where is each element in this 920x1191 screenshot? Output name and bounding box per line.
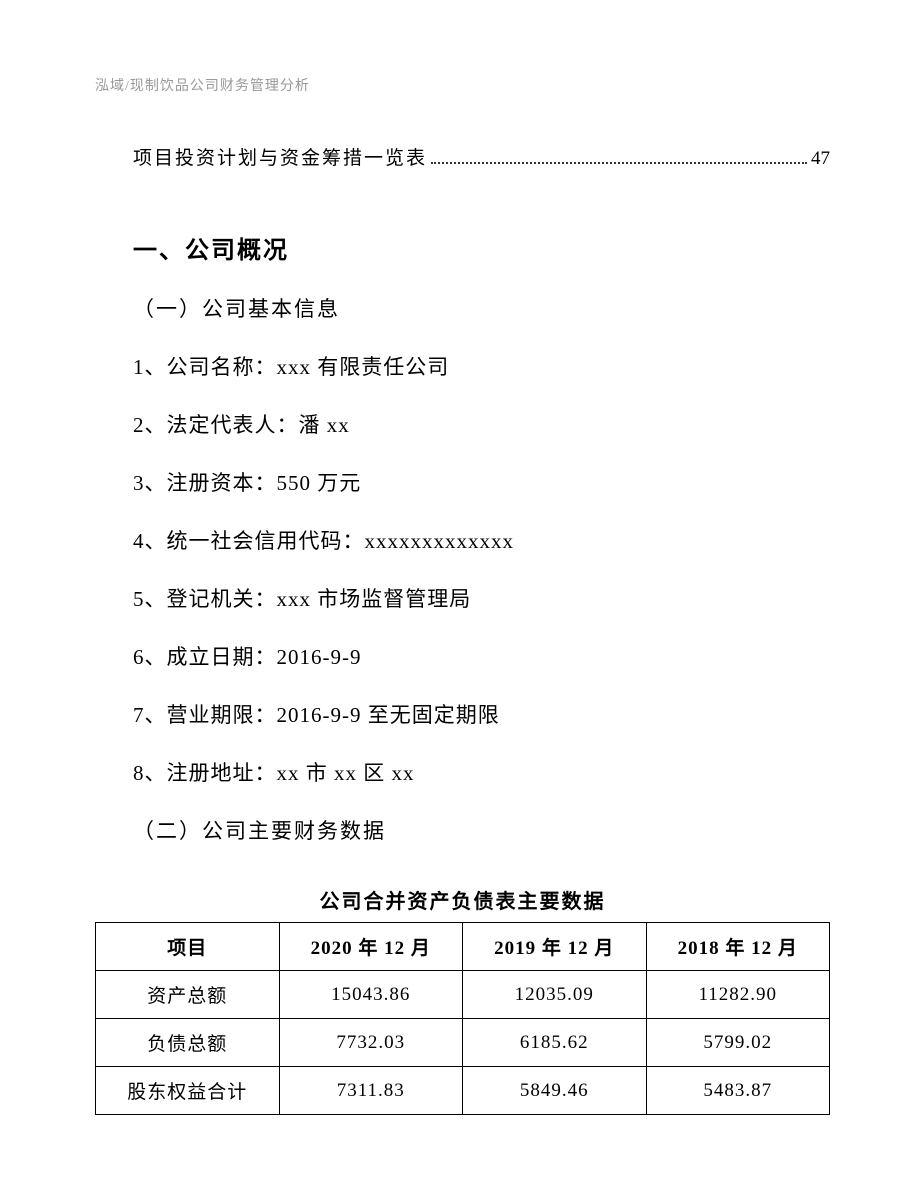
table-cell: 6185.62 [463, 1019, 647, 1067]
table-cell: 12035.09 [463, 971, 647, 1019]
toc-page-number: 47 [811, 148, 830, 170]
table-header-cell: 项目 [96, 923, 280, 971]
balance-sheet-table: 项目 2020 年 12 月 2019 年 12 月 2018 年 12 月 资… [95, 922, 830, 1115]
subsection-1: （一）公司基本信息 [95, 293, 830, 323]
info-line-7: 7、营业期限：2016-9-9 至无固定期限 [95, 699, 830, 729]
table-cell: 资产总额 [96, 971, 280, 1019]
table-cell: 11282.90 [646, 971, 830, 1019]
table-header-row: 项目 2020 年 12 月 2019 年 12 月 2018 年 12 月 [96, 923, 830, 971]
page-header: 泓域/现制饮品公司财务管理分析 [95, 75, 830, 95]
toc-dots [431, 162, 807, 164]
info-line-3: 3、注册资本：550 万元 [95, 467, 830, 497]
table-cell: 5849.46 [463, 1067, 647, 1115]
table-cell: 7732.03 [279, 1019, 463, 1067]
table-row: 负债总额 7732.03 6185.62 5799.02 [96, 1019, 830, 1067]
info-line-8: 8、注册地址：xx 市 xx 区 xx [95, 757, 830, 787]
table-header-cell: 2018 年 12 月 [646, 923, 830, 971]
table-title: 公司合并资产负债表主要数据 [95, 885, 830, 914]
section-heading: 一、公司概况 [95, 230, 830, 265]
table-cell: 15043.86 [279, 971, 463, 1019]
table-cell: 负债总额 [96, 1019, 280, 1067]
table-cell: 股东权益合计 [96, 1067, 280, 1115]
info-line-5: 5、登记机关：xxx 市场监督管理局 [95, 583, 830, 613]
table-row: 股东权益合计 7311.83 5849.46 5483.87 [96, 1067, 830, 1115]
table-header-cell: 2020 年 12 月 [279, 923, 463, 971]
table-cell: 5483.87 [646, 1067, 830, 1115]
table-cell: 7311.83 [279, 1067, 463, 1115]
toc-label: 项目投资计划与资金筹措一览表 [133, 143, 427, 170]
toc-entry: 项目投资计划与资金筹措一览表 47 [95, 143, 830, 170]
info-line-1: 1、公司名称：xxx 有限责任公司 [95, 351, 830, 381]
table-header-cell: 2019 年 12 月 [463, 923, 647, 971]
info-line-6: 6、成立日期：2016-9-9 [95, 641, 830, 671]
info-line-2: 2、法定代表人：潘 xx [95, 409, 830, 439]
subsection-2: （二）公司主要财务数据 [95, 815, 830, 845]
table-cell: 5799.02 [646, 1019, 830, 1067]
info-line-4: 4、统一社会信用代码：xxxxxxxxxxxxx [95, 525, 830, 555]
table-row: 资产总额 15043.86 12035.09 11282.90 [96, 971, 830, 1019]
